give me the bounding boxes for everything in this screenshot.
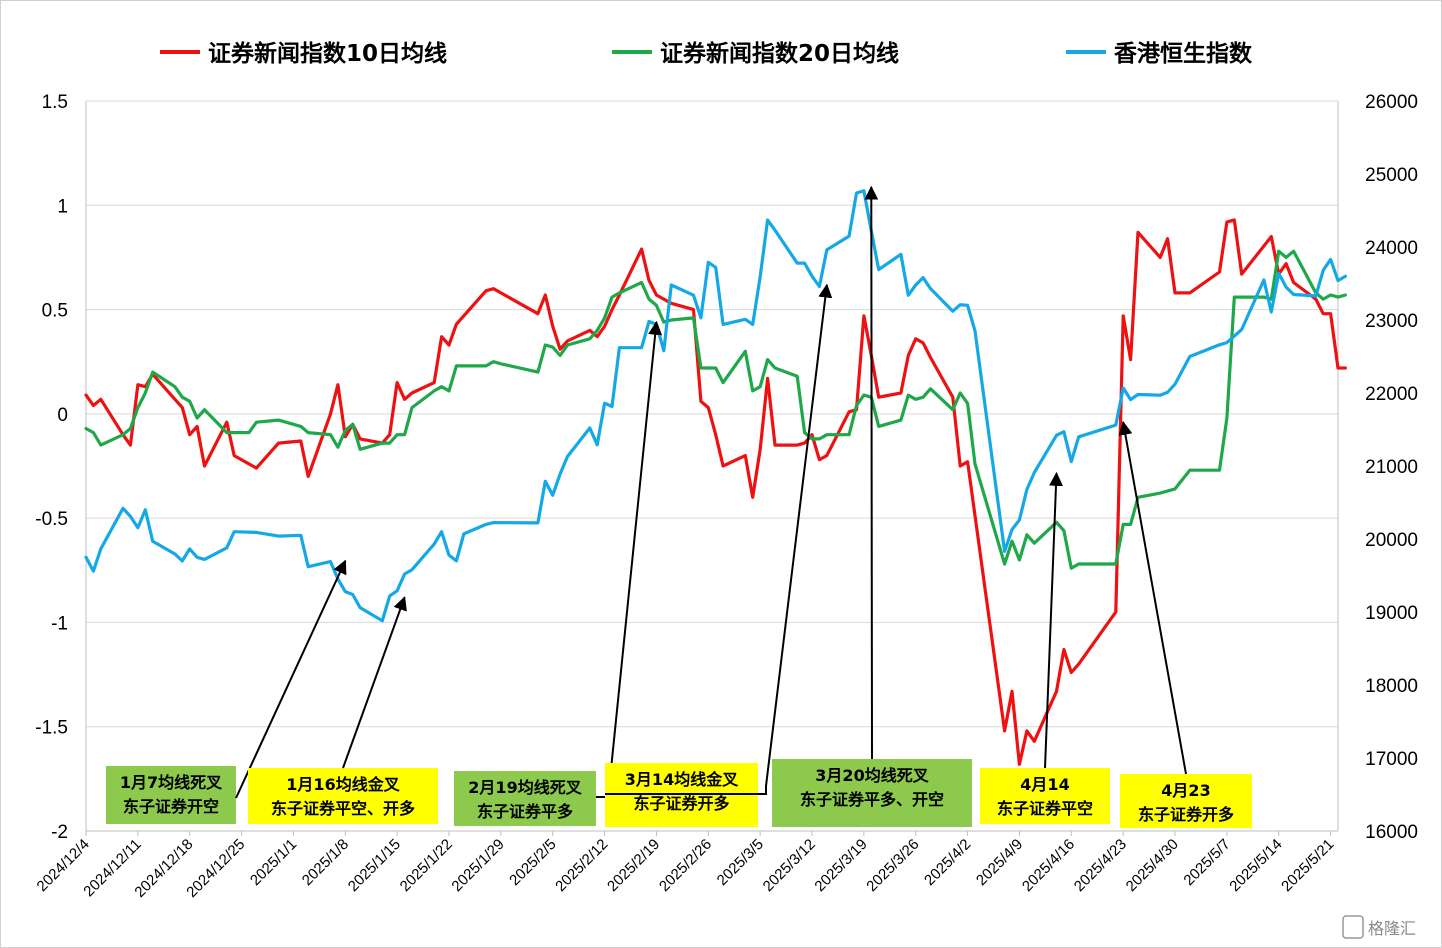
legend-label: 香港恒生指数 bbox=[1114, 41, 1253, 67]
annotation-arrow bbox=[1118, 420, 1187, 775]
annotation-text: 3月20均线死叉 bbox=[815, 766, 929, 785]
gridlines bbox=[86, 100, 1338, 832]
annotation-arrow bbox=[608, 320, 663, 790]
y-left-tick-label: 0 bbox=[57, 405, 68, 426]
y-right-tick-label: 16000 bbox=[1365, 822, 1418, 843]
watermark: 格隆汇 bbox=[1342, 915, 1416, 939]
y-right-tick-label: 22000 bbox=[1365, 384, 1418, 405]
y-left-tick-label: -0.5 bbox=[35, 509, 68, 530]
watermark-text: 格隆汇 bbox=[1368, 919, 1416, 938]
annotation-7: 4月23 东子证券开多 bbox=[1118, 420, 1252, 828]
annotation-box bbox=[248, 768, 438, 824]
series-line-3 bbox=[84, 189, 1348, 623]
annotation-connector bbox=[605, 786, 767, 795]
annotation-text: 东子证券平多 bbox=[477, 802, 573, 821]
annotation-arrow bbox=[235, 559, 347, 799]
annotation-text: 1月16均线金叉 bbox=[286, 775, 400, 794]
y-right-tick-label: 18000 bbox=[1365, 676, 1418, 697]
annotation-text: 东子证券平空、开多 bbox=[271, 799, 415, 818]
y-right-tick-label: 21000 bbox=[1365, 457, 1418, 478]
y-left-tick-label: 0.5 bbox=[42, 301, 68, 322]
annotation-box bbox=[980, 768, 1110, 824]
y-right-tick-label: 20000 bbox=[1365, 530, 1418, 551]
y-left-tick-label: -2 bbox=[51, 822, 68, 843]
series-line-1 bbox=[84, 218, 1348, 766]
annotation-box bbox=[106, 766, 236, 824]
annotation-text: 东子证券开多 bbox=[633, 794, 729, 813]
annotation-arrow bbox=[342, 596, 407, 769]
legend-label: 证券新闻指数10日均线 bbox=[208, 40, 447, 67]
watermark-logo bbox=[1342, 915, 1364, 939]
y-right-tick-label: 23000 bbox=[1365, 311, 1418, 332]
annotation-text: 东子证券平空 bbox=[997, 799, 1093, 818]
y-right-tick-label: 25000 bbox=[1365, 165, 1418, 186]
legend-label: 证券新闻指数20日均线 bbox=[660, 40, 899, 67]
series-line-2 bbox=[84, 249, 1348, 570]
annotation-text: 2月19均线死叉 bbox=[468, 778, 582, 797]
annotation-box bbox=[454, 771, 596, 826]
annotation-arrow bbox=[864, 185, 879, 760]
y-left-tick-label: 1 bbox=[57, 196, 68, 217]
annotation-box bbox=[772, 759, 972, 827]
annotation-text: 东子证券开多 bbox=[1138, 805, 1234, 824]
annotation-text: 3月14均线金叉 bbox=[625, 770, 739, 789]
y-right-tick-label: 26000 bbox=[1365, 92, 1418, 113]
annotation-text: 东子证券开空 bbox=[123, 797, 219, 816]
annotation-arrow bbox=[1044, 471, 1063, 769]
annotation-6: 4月14 东子证券平空 bbox=[980, 471, 1110, 824]
annotation-text: 4月14 bbox=[1020, 775, 1069, 794]
y-left-tick-label: -1.5 bbox=[35, 718, 68, 739]
annotation-box bbox=[1120, 774, 1252, 828]
annotation-text: 东子证券平多、开空 bbox=[800, 790, 944, 809]
y-right-tick-label: 17000 bbox=[1365, 749, 1418, 770]
annotation-arrow bbox=[765, 283, 833, 787]
y-left-tick-label: -1 bbox=[51, 613, 68, 634]
annotation-text: 4月23 bbox=[1161, 781, 1210, 800]
annotation-text: 1月7均线死叉 bbox=[120, 773, 223, 792]
y-left-tick-label: 1.5 bbox=[42, 92, 68, 113]
y-right-tick-label: 19000 bbox=[1365, 603, 1418, 624]
y-right-tick-label: 24000 bbox=[1365, 238, 1418, 259]
